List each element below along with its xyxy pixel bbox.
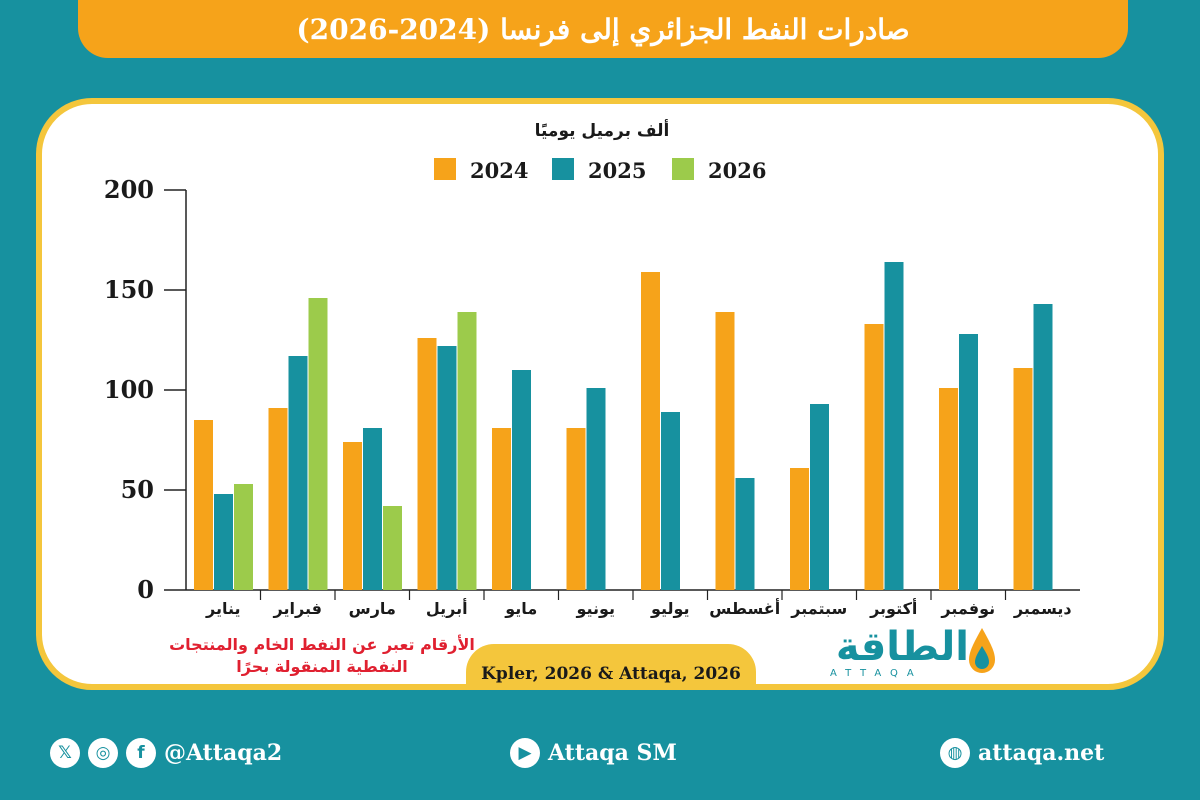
x-tick-label: أكتوبر: [869, 598, 917, 618]
bar: [214, 494, 233, 590]
x-tick-label: سبتمبر: [790, 599, 847, 618]
bar: [343, 442, 362, 590]
x-tick-label: يوليو: [650, 599, 690, 618]
bar: [457, 312, 477, 590]
legend-label: 2026: [708, 158, 766, 183]
bar: [288, 356, 308, 590]
legend-swatch: [552, 158, 574, 180]
x-tick-label: يونيو: [575, 599, 615, 618]
logo-subtext: ATTAQA: [830, 668, 923, 679]
website-label[interactable]: attaqa.net: [978, 740, 1105, 766]
bar: [194, 420, 213, 590]
bar: [268, 408, 288, 590]
x-tick-label: أغسطس: [709, 598, 780, 618]
bar: [735, 478, 755, 590]
youtube-link[interactable]: ▶ Attaqa SM: [510, 738, 677, 768]
legend-swatch: [672, 158, 694, 180]
bar-chart: 0 50 100 150 200 ألف برميل يوميًا 2024 2025 2026…: [104, 119, 1080, 618]
legend-label: 2024: [470, 158, 528, 183]
bar: [810, 404, 829, 590]
bar: [437, 346, 457, 590]
chart-card: 0 50 100 150 200 ألف برميل يوميًا 2024 2025 2026…: [36, 98, 1164, 690]
bar: [234, 484, 253, 590]
x-tick-label: مارس: [349, 599, 396, 618]
unit-label: ألف برميل يوميًا: [535, 119, 670, 141]
youtube-label[interactable]: Attaqa SM: [548, 740, 677, 766]
youtube-icon[interactable]: ▶: [510, 738, 540, 768]
source-label: Kpler, 2026 & Attaqa, 2026: [466, 644, 756, 684]
x-tick-label: أبريل: [426, 598, 468, 618]
chart-note: الأرقام تعبر عن النفط الخام والمنتجات ال…: [169, 635, 475, 676]
bar: [790, 468, 809, 590]
globe-icon[interactable]: ◍: [940, 738, 970, 768]
bar: [959, 334, 978, 590]
x-tick-label: فبراير: [273, 599, 322, 618]
website-link[interactable]: ◍ attaqa.net: [940, 738, 1104, 768]
y-tick-label: 50: [121, 475, 154, 504]
bar: [661, 412, 680, 590]
y-tick-label: 0: [137, 575, 154, 604]
x-tick-label: ديسمبر: [1013, 599, 1072, 618]
bar: [308, 298, 328, 590]
bar: [383, 506, 402, 590]
bar: [884, 262, 904, 590]
x-tick-label: نوفمبر: [940, 599, 995, 618]
y-tick-label: 150: [104, 275, 154, 304]
bar: [492, 428, 511, 590]
logo-text: الطاقة: [835, 624, 969, 670]
bar: [363, 428, 382, 590]
social-links[interactable]: 𝕏 ◎ f @Attaqa2: [50, 738, 282, 768]
bar: [512, 370, 531, 590]
bar: [864, 324, 884, 590]
bar: [939, 388, 958, 590]
legend-label: 2025: [588, 158, 646, 183]
x-tick-label: يناير: [205, 599, 241, 618]
footer: 𝕏 ◎ f @Attaqa2 ▶ Attaqa SM ◍ attaqa.net: [0, 720, 1200, 790]
bar: [417, 338, 437, 590]
bar: [641, 272, 660, 590]
logo-drop-icon: [969, 628, 995, 673]
legend-swatch: [434, 158, 456, 180]
bar: [715, 312, 735, 590]
bar: [1013, 368, 1033, 590]
y-tick-label: 200: [104, 175, 154, 204]
y-tick-label: 100: [104, 375, 154, 404]
attaqa-logo: الطاقة ATTAQA: [822, 624, 997, 684]
facebook-icon[interactable]: f: [126, 738, 156, 768]
x-icon[interactable]: 𝕏: [50, 738, 80, 768]
bar: [566, 428, 586, 590]
x-tick-label: مايو: [504, 599, 537, 618]
social-handle[interactable]: @Attaqa2: [164, 740, 283, 766]
instagram-icon[interactable]: ◎: [88, 738, 118, 768]
bar: [1033, 304, 1053, 590]
page-title: صادرات النفط الجزائري إلى فرنسا (2024-20…: [78, 0, 1128, 58]
bar: [586, 388, 606, 590]
